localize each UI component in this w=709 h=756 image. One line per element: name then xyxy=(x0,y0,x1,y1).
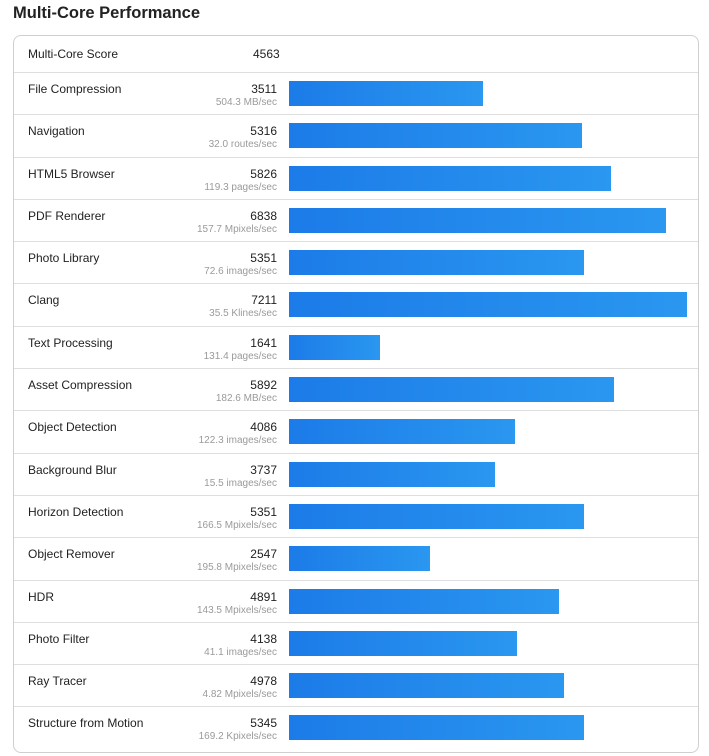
benchmark-name: Structure from Motion xyxy=(28,716,144,731)
benchmark-name: Background Blur xyxy=(28,462,117,477)
benchmark-bar xyxy=(289,165,611,191)
benchmark-bar xyxy=(289,207,666,233)
benchmark-bar xyxy=(289,81,483,106)
benchmark-bar xyxy=(289,546,430,572)
benchmark-name: HDR xyxy=(28,589,54,604)
benchmark-bar xyxy=(289,292,687,318)
benchmark-row: Ray Tracer 4978 4.82 Mpixels/sec xyxy=(14,665,698,708)
benchmark-rate: 166.5 Mpixels/sec xyxy=(196,519,277,531)
benchmark-row: Photo Filter 4138 41.1 images/sec xyxy=(14,623,698,666)
benchmark-bar xyxy=(289,503,584,529)
benchmark-score: 4086 xyxy=(250,420,277,435)
benchmark-row: File Compression 3511 504.3 MB/sec xyxy=(14,73,698,116)
benchmark-score: 4978 xyxy=(250,674,277,689)
benchmark-row: Horizon Detection 5351 166.5 Mpixels/sec xyxy=(14,496,698,539)
benchmark-row: PDF Renderer 6838 157.7 Mpixels/sec xyxy=(14,200,698,243)
benchmark-row: HTML5 Browser 5826 119.3 pages/sec xyxy=(14,158,698,200)
benchmark-row: Clang 7211 35.5 Klines/sec xyxy=(14,284,698,327)
benchmark-name: Object Detection xyxy=(28,420,117,435)
benchmark-rate: 119.3 pages/sec xyxy=(204,181,277,193)
benchmark-bar xyxy=(289,715,584,741)
benchmark-bar xyxy=(289,461,495,487)
score-label: Multi-Core Score xyxy=(28,47,119,61)
benchmark-row: Navigation 5316 32.0 routes/sec xyxy=(14,115,698,158)
benchmark-rate: 157.7 Mpixels/sec xyxy=(196,223,277,235)
benchmark-name: Navigation xyxy=(28,124,85,139)
benchmark-score: 5892 xyxy=(250,378,277,393)
benchmark-score: 5316 xyxy=(250,124,277,139)
benchmark-score: 3737 xyxy=(250,462,277,477)
score-row: Multi-Core Score 4563 xyxy=(14,36,698,73)
benchmark-score: 4891 xyxy=(250,589,277,604)
benchmark-name: Photo Library xyxy=(28,251,100,266)
benchmark-rate: 195.8 Mpixels/sec xyxy=(196,562,277,574)
benchmark-name: Photo Filter xyxy=(28,631,90,646)
benchmark-row: HDR 4891 143.5 Mpixels/sec xyxy=(14,581,698,623)
benchmark-row: Object Detection 4086 122.3 images/sec xyxy=(14,411,698,454)
page-title: Multi-Core Performance xyxy=(13,4,201,22)
benchmark-score: 5345 xyxy=(250,716,277,731)
benchmark-table: Multi-Core Score 4563 File Compression 35… xyxy=(13,35,699,753)
benchmark-score: 6838 xyxy=(250,208,277,223)
benchmark-rate: 504.3 MB/sec xyxy=(215,97,277,108)
benchmark-row: Structure from Motion 5345 169.2 Kpixels/s… xyxy=(14,707,698,749)
benchmark-score: 4138 xyxy=(250,631,277,646)
benchmark-name: Text Processing xyxy=(28,335,113,350)
benchmark-rate: 131.4 pages/sec xyxy=(203,350,277,362)
benchmark-name: Asset Compression xyxy=(28,378,133,393)
benchmark-score: 5826 xyxy=(250,166,277,181)
benchmark-rate: 143.5 Mpixels/sec xyxy=(196,604,277,616)
benchmark-name: PDF Renderer xyxy=(28,208,106,223)
benchmark-row: Background Blur 3737 15.5 images/sec xyxy=(14,454,698,496)
benchmark-bar xyxy=(289,588,559,614)
benchmark-rate: 4.82 Mpixels/sec xyxy=(202,689,277,701)
benchmark-name: File Compression xyxy=(28,82,122,96)
benchmark-bar xyxy=(289,673,564,699)
benchmark-score: 5351 xyxy=(250,251,277,266)
benchmark-row: Asset Compression 5892 182.6 MB/sec xyxy=(14,369,698,412)
benchmark-rate: 32.0 routes/sec xyxy=(208,139,277,151)
benchmark-score: 2547 xyxy=(250,547,277,562)
benchmark-rate: 122.3 images/sec xyxy=(198,435,277,447)
benchmark-name: Ray Tracer xyxy=(28,674,87,689)
benchmark-rate: 41.1 images/sec xyxy=(204,646,277,658)
benchmark-score: 1641 xyxy=(250,335,277,350)
benchmark-bar xyxy=(289,123,582,149)
benchmark-rate: 182.6 MB/sec xyxy=(215,393,277,405)
benchmark-rate: 15.5 images/sec xyxy=(204,477,277,489)
benchmark-score: 7211 xyxy=(251,293,277,308)
benchmark-row: Object Remover 2547 195.8 Mpixels/sec xyxy=(14,538,698,581)
benchmark-rate: 169.2 Kpixels/sec xyxy=(198,731,277,743)
benchmark-bar xyxy=(289,334,380,360)
benchmark-score: 5351 xyxy=(250,504,277,519)
benchmark-name: HTML5 Browser xyxy=(28,166,115,181)
benchmark-name: Object Remover xyxy=(28,547,115,562)
benchmark-bar xyxy=(289,630,517,656)
score-value: 4563 xyxy=(253,47,280,61)
benchmark-bar xyxy=(289,419,515,445)
benchmark-rate: 72.6 images/sec xyxy=(204,266,277,278)
benchmark-rate: 35.5 Klines/sec xyxy=(209,308,277,320)
benchmark-name: Clang xyxy=(28,293,60,308)
benchmark-row: Photo Library 5351 72.6 images/sec xyxy=(14,242,698,285)
benchmark-name: Horizon Detection xyxy=(28,504,124,519)
benchmark-bar xyxy=(289,250,584,276)
benchmark-bar xyxy=(289,377,614,403)
benchmark-row: Text Processing 1641 131.4 pages/sec xyxy=(14,327,698,370)
benchmark-score: 3511 xyxy=(251,82,277,96)
